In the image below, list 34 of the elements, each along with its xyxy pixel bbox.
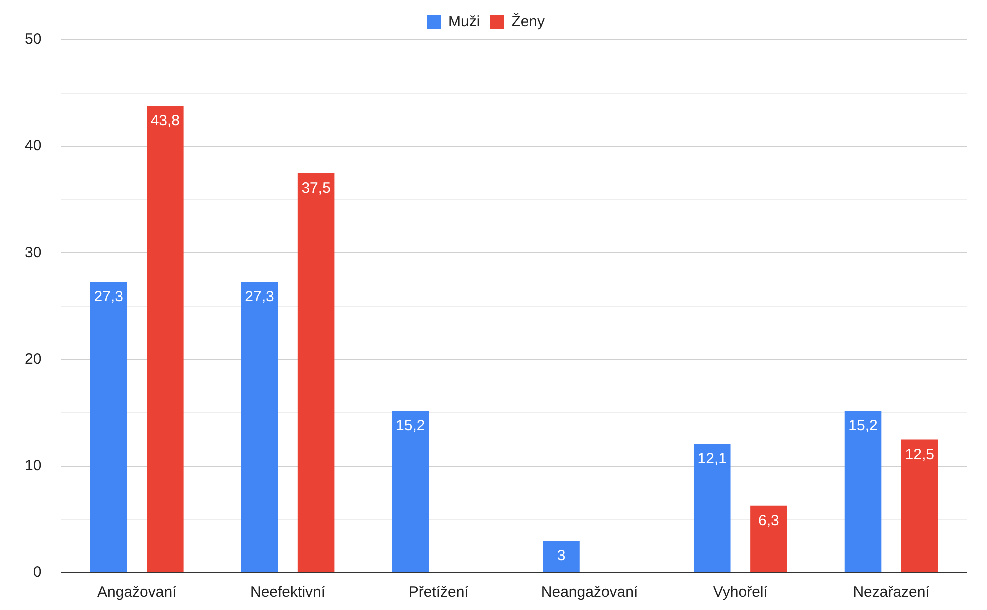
data-label: 43,8 (150, 112, 180, 130)
x-tick-label: Přetížení (408, 584, 470, 602)
y-tick-label: 50 (24, 31, 42, 48)
bar (543, 541, 580, 572)
data-label: 6,3 (758, 512, 780, 530)
bar (392, 410, 429, 572)
bar (90, 282, 128, 572)
legend-label: Ženy (512, 12, 546, 31)
bar (844, 410, 882, 572)
bar (694, 444, 731, 572)
bar (147, 106, 184, 572)
y-tick-label: 40 (24, 138, 42, 155)
data-label: 27,3 (94, 288, 124, 306)
data-label: 27,3 (245, 288, 274, 306)
bar (298, 173, 335, 572)
bar (901, 440, 938, 572)
data-label: 37,5 (302, 180, 331, 197)
data-label: 12,5 (905, 446, 934, 464)
data-label: 15,2 (848, 418, 878, 435)
x-tick-label: Nezařazení (853, 584, 931, 602)
x-tick-label: Neangažovaní (541, 584, 639, 602)
x-tick-label: Neefektivní (250, 584, 326, 602)
data-label: 15,2 (396, 418, 426, 435)
data-label: 12,1 (698, 450, 727, 468)
x-tick-label: Angažovaní (98, 584, 178, 602)
bar (241, 282, 278, 572)
y-tick-label: 10 (24, 458, 42, 475)
data-label: 3 (557, 548, 566, 565)
y-tick-label: 0 (33, 564, 42, 582)
x-tick-label: Vyhořelí (713, 584, 769, 602)
y-tick-label: 20 (24, 350, 42, 368)
bar (750, 506, 788, 572)
y-tick-label: 30 (24, 244, 42, 262)
legend-label: Muži (448, 14, 480, 31)
